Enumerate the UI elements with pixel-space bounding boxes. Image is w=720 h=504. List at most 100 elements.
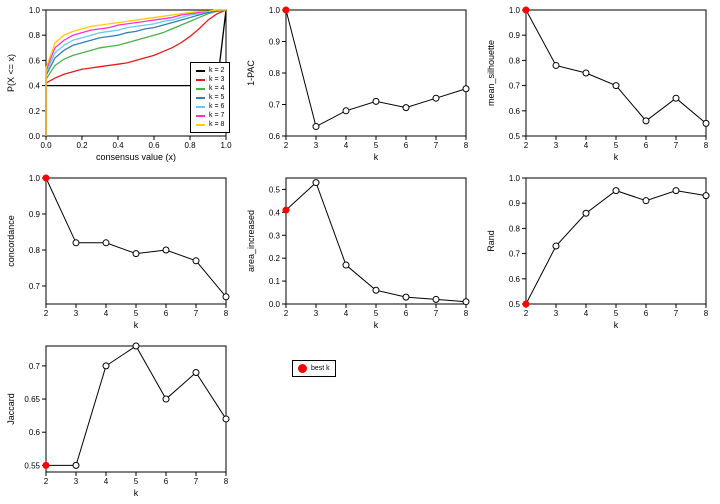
rand-xtick: 5: [614, 309, 619, 318]
cdf-xtick: 0.0: [40, 141, 52, 150]
jac-ylabel: Jaccard: [6, 393, 16, 425]
area-ytick: 0.5: [269, 185, 281, 194]
area-ytick: 0.0: [269, 300, 281, 309]
legend-best-dot: [298, 364, 307, 373]
cdf-xtick: 0.4: [112, 141, 124, 150]
legend-best-label: best k: [311, 364, 330, 373]
cdf-ytick: 1.0: [29, 6, 41, 15]
pac-xtick: 5: [374, 141, 379, 150]
jac-ytick: 0.55: [24, 461, 40, 470]
legend-entry: k = 3: [196, 75, 224, 84]
jac-xtick: 4: [104, 477, 109, 486]
pac-xtick: 2: [284, 141, 289, 150]
area-xtick: 8: [464, 309, 469, 318]
conc-ytick: 0.7: [29, 282, 41, 291]
sil-xtick: 6: [644, 141, 649, 150]
cdf-xlabel: consensus value (x): [96, 152, 176, 162]
rand-xtick: 3: [554, 309, 559, 318]
legend-entry: k = 8: [196, 120, 224, 129]
rand-xtick: 4: [584, 309, 589, 318]
conc-line: [46, 178, 226, 297]
sil-point-k4: [583, 70, 589, 76]
pac-point-k3: [313, 124, 319, 130]
area-xtick: 7: [434, 309, 439, 318]
cdf-ytick: 0.6: [29, 56, 41, 65]
cdf-ytick: 0.8: [29, 31, 41, 40]
sil-ytick: 0.9: [509, 31, 521, 40]
legend-label: k = 5: [209, 93, 224, 102]
sil-ytick: 0.5: [509, 132, 521, 141]
cdf-xtick: 1.0: [220, 141, 232, 150]
rand-ylabel: Rand: [486, 230, 496, 252]
conc-point-k6: [163, 247, 169, 253]
conc-ytick: 0.8: [29, 246, 41, 255]
jac-xtick: 6: [164, 477, 169, 486]
pac-ytick: 1.0: [269, 6, 281, 15]
rand-point-k4: [583, 210, 589, 216]
sil-point-k5: [613, 83, 619, 89]
area-xtick: 6: [404, 309, 409, 318]
legend-entry: k = 7: [196, 111, 224, 120]
jac-frame: [46, 346, 226, 472]
rand-point-k3: [553, 243, 559, 249]
pac-point-k4: [343, 108, 349, 114]
jac-xtick: 2: [44, 477, 49, 486]
area-xtick: 5: [374, 309, 379, 318]
pac-xtick: 3: [314, 141, 319, 150]
legend-entry: k = 6: [196, 102, 224, 111]
rand-point-k2-best: [523, 301, 529, 307]
pac-point-k7: [433, 95, 439, 101]
pac-xtick: 8: [464, 141, 469, 150]
area-ytick: 0.2: [269, 254, 281, 263]
area-chart: 23456780.00.10.20.30.40.5karea_increased: [240, 168, 480, 336]
pac-xtick: 4: [344, 141, 349, 150]
jac-xlabel: k: [134, 488, 139, 498]
sil-xtick: 8: [704, 141, 709, 150]
jac-point-k8: [223, 416, 229, 422]
conc-xlabel: k: [134, 320, 139, 330]
area-point-k8: [463, 299, 469, 305]
sil-point-k3: [553, 62, 559, 68]
conc-xtick: 7: [194, 309, 199, 318]
legend-swatch: [196, 70, 205, 72]
rand-frame: [526, 178, 706, 304]
legend-cdf: k = 2k = 3k = 4k = 5k = 6k = 7k = 8: [190, 62, 230, 133]
legend-label: k = 7: [209, 111, 224, 120]
area-point-k3: [313, 180, 319, 186]
jac-xtick: 7: [194, 477, 199, 486]
conc-ylabel: concordance: [6, 215, 16, 267]
pac-ytick: 0.9: [269, 38, 281, 47]
rand-point-k8: [703, 193, 709, 199]
sil-xtick: 4: [584, 141, 589, 150]
jac-point-k6: [163, 396, 169, 402]
area-ylabel: area_increased: [246, 210, 256, 272]
cdf-ylabel: P(X <= x): [6, 54, 16, 92]
pac-ytick: 0.6: [269, 132, 281, 141]
conc-xtick: 3: [74, 309, 79, 318]
legend-swatch: [196, 115, 205, 117]
jac-xtick: 5: [134, 477, 139, 486]
legend-entry: k = 5: [196, 93, 224, 102]
legend-swatch: [196, 79, 205, 81]
sil-xtick: 7: [674, 141, 679, 150]
sil-xtick: 2: [524, 141, 529, 150]
area-xtick: 3: [314, 309, 319, 318]
pac-xlabel: k: [374, 152, 379, 162]
sil-xlabel: k: [614, 152, 619, 162]
cdf-xtick: 0.8: [184, 141, 196, 150]
area-ytick: 0.1: [269, 277, 281, 286]
jac-xtick: 3: [74, 477, 79, 486]
conc-ytick: 1.0: [29, 174, 41, 183]
rand-ytick: 1.0: [509, 174, 521, 183]
area-point-k4: [343, 262, 349, 268]
rand-xtick: 6: [644, 309, 649, 318]
jac-line: [46, 346, 226, 465]
cdf-xtick: 0.6: [148, 141, 160, 150]
legend-swatch: [196, 124, 205, 126]
jac-ytick: 0.65: [24, 395, 40, 404]
pac-xtick: 6: [404, 141, 409, 150]
sil-xtick: 3: [554, 141, 559, 150]
legend-label: k = 8: [209, 120, 224, 129]
rand-xtick: 7: [674, 309, 679, 318]
sil-chart: 23456780.50.60.70.80.91.0kmean_silhouett…: [480, 0, 720, 168]
